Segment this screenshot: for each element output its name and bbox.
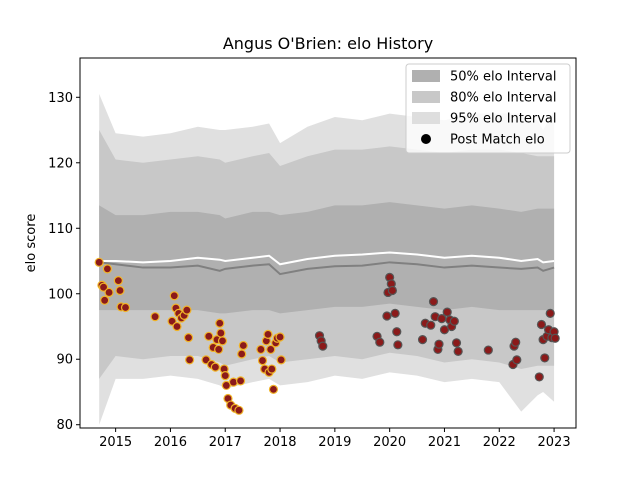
x-tick-label: 2018 — [263, 435, 296, 450]
post-match-elo-point — [169, 291, 179, 301]
legend-box — [405, 63, 571, 154]
post-match-elo-point — [237, 349, 247, 359]
legend-label: Post Match elo — [450, 133, 545, 148]
x-tick-label: 2015 — [99, 435, 132, 450]
y-axis: 80 90 100 110 120 130 — [48, 91, 80, 433]
post-match-elo-point — [98, 282, 109, 292]
post-match-elo-point — [220, 371, 230, 381]
legend-marker — [421, 134, 431, 144]
x-tick-label: 2020 — [373, 435, 406, 450]
y-tick-label: 80 — [56, 418, 73, 433]
post-match-elo-point — [113, 276, 123, 286]
post-match-elo-point — [150, 312, 160, 322]
post-match-elo-point — [276, 355, 286, 365]
legend-label: 50% elo Interval — [450, 70, 557, 85]
x-tick-label: 2022 — [483, 435, 516, 450]
post-match-elo-point — [217, 336, 228, 346]
post-match-elo-point — [375, 337, 385, 347]
post-match-elo-point — [442, 307, 452, 317]
y-tick-label: 100 — [48, 287, 73, 302]
post-match-elo-point — [172, 321, 182, 332]
post-match-elo-point — [392, 327, 402, 337]
post-match-elo-point — [434, 339, 444, 349]
mean-line — [99, 251, 555, 266]
post-match-elo-point — [382, 311, 392, 321]
post-match-elo-point — [267, 364, 277, 374]
x-tick-label: 2019 — [318, 435, 351, 450]
post-match-elo-point — [256, 344, 266, 355]
post-match-elo-point — [266, 344, 276, 355]
post-match-elo-point — [453, 346, 463, 356]
post-match-elo-point — [540, 353, 550, 363]
legend-swatch — [412, 112, 440, 124]
post-match-elo-point — [428, 297, 439, 307]
post-match-elo-point — [426, 320, 436, 330]
post-match-elo-point — [318, 341, 328, 351]
post-match-elo-point — [115, 285, 125, 296]
legend: 50% elo Interval 80% elo Interval 95% elo … — [405, 63, 571, 154]
x-tick-label: 2016 — [154, 435, 187, 450]
post-match-elo-point — [483, 345, 493, 355]
post-match-elo-point — [417, 334, 428, 345]
axes-frame — [79, 57, 577, 429]
y-axis-label: elo score — [24, 214, 39, 273]
legend-label: 95% elo Interval — [450, 112, 557, 127]
post-match-elo-point — [257, 355, 268, 366]
post-match-elo-point — [534, 372, 544, 382]
post-match-elo-point — [238, 340, 248, 351]
post-match-elo-point — [387, 285, 397, 296]
post-match-elo-point — [393, 340, 403, 350]
post-match-elo-point — [512, 355, 522, 365]
post-match-elo-point — [183, 333, 194, 343]
post-match-elo-point — [451, 338, 462, 348]
y-tick-label: 130 — [48, 91, 73, 106]
y-tick-label: 110 — [48, 222, 73, 237]
post-match-elo-point — [536, 319, 547, 330]
post-match-elo-point — [210, 362, 220, 372]
post-match-elo-point — [275, 332, 285, 342]
plot-area — [94, 94, 560, 425]
post-match-elo-point — [449, 316, 459, 326]
post-match-elo-point — [550, 333, 560, 343]
median-line — [99, 261, 555, 276]
post-match-elo-point — [215, 318, 225, 328]
legend-swatch — [412, 70, 440, 82]
x-tick-label: 2017 — [209, 435, 242, 450]
post-match-elo-point — [511, 337, 521, 347]
y-tick-label: 120 — [48, 156, 73, 171]
post-match-elo-point — [545, 308, 555, 318]
post-match-elo-point — [263, 329, 273, 339]
post-match-elo-point — [390, 308, 400, 318]
legend-swatch — [412, 91, 440, 103]
post-match-elo-point — [204, 331, 214, 341]
post-match-elo-point — [185, 355, 195, 365]
post-match-elo-point — [102, 264, 113, 274]
post-match-elo-point — [94, 257, 104, 267]
post-match-elo-point — [182, 305, 192, 315]
post-match-elo-point — [268, 384, 279, 394]
post-match-elo-point — [437, 314, 447, 324]
post-match-elo-point — [216, 328, 226, 338]
x-tick-label: 2023 — [538, 435, 571, 450]
post-match-elo-point — [120, 302, 131, 313]
post-match-elo-point — [100, 295, 110, 305]
y-tick-label: 90 — [56, 353, 73, 368]
chart-title: Angus O'Brien: elo History — [223, 34, 433, 53]
post-match-elo-point — [214, 344, 224, 355]
x-axis: 2015 2016 2017 2018 2019 2020 2021 2022 2023 — [99, 428, 571, 450]
x-tick-label: 2021 — [428, 435, 461, 450]
legend-label: 80% elo Interval — [450, 91, 557, 106]
post-match-elo-point — [234, 405, 244, 415]
post-match-elo-point — [235, 376, 246, 386]
post-match-elo-point — [104, 287, 114, 298]
